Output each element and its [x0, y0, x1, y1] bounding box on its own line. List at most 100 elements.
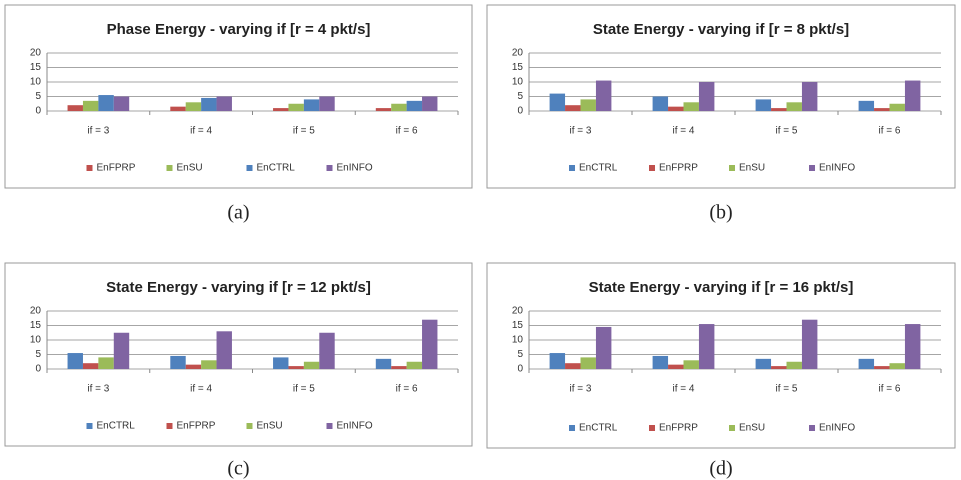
legend-swatch — [326, 423, 333, 429]
bar — [422, 319, 438, 369]
legend-label: EnFPRP — [177, 421, 216, 432]
y-tick-label: 5 — [517, 349, 523, 360]
legend-swatch — [326, 165, 333, 171]
legend-label: EnSU — [177, 163, 203, 174]
legend-label: EnCTRL — [579, 423, 618, 434]
bar — [771, 366, 787, 369]
bar — [786, 361, 802, 369]
legend-label: EnFPRP — [97, 163, 136, 174]
bar — [98, 357, 114, 369]
bar — [82, 363, 99, 369]
bar — [201, 360, 217, 369]
bar — [201, 97, 217, 111]
legend-swatch — [86, 165, 93, 171]
x-tick-label: if = 3 — [87, 384, 109, 395]
bar — [113, 332, 130, 369]
y-tick-label: 10 — [512, 77, 524, 88]
bar — [565, 363, 581, 369]
bar — [82, 100, 99, 111]
legend-swatch — [569, 165, 575, 171]
bar — [375, 108, 392, 111]
legend-swatch — [809, 425, 815, 431]
bar — [755, 99, 772, 111]
legend-swatch — [729, 425, 735, 431]
y-tick-label: 5 — [517, 91, 523, 102]
bar — [288, 366, 304, 369]
bar — [303, 361, 320, 369]
x-tick-label: if = 3 — [570, 384, 592, 395]
legend-label: EnINFO — [819, 163, 855, 174]
y-tick-label: 20 — [30, 306, 42, 317]
legend-swatch — [246, 165, 253, 171]
bar — [858, 358, 875, 369]
legend-label: EnFPRP — [659, 163, 698, 174]
caption: (d) — [709, 458, 732, 480]
bar — [422, 96, 438, 111]
legend-label: EnINFO — [337, 421, 373, 432]
bar — [874, 108, 890, 111]
bar — [549, 353, 566, 369]
chart-title: State Energy - varying if [r = 12 pkt/s] — [106, 279, 371, 296]
bar — [668, 364, 684, 369]
bar — [595, 326, 612, 369]
x-tick-label: if = 6 — [879, 384, 901, 395]
caption: (b) — [709, 202, 732, 224]
bar — [170, 355, 186, 369]
bar — [170, 106, 186, 111]
legend-label: EnCTRL — [579, 163, 618, 174]
bar — [652, 96, 669, 111]
bar — [113, 96, 130, 111]
bar — [801, 82, 818, 111]
bar — [858, 100, 875, 111]
x-tick-label: if = 4 — [673, 384, 695, 395]
bar — [889, 363, 905, 369]
y-tick-label: 0 — [35, 364, 41, 375]
y-tick-label: 0 — [517, 364, 523, 375]
bar — [580, 99, 596, 111]
chart-title: State Energy - varying if [r = 8 pkt/s] — [593, 21, 849, 38]
bar — [216, 331, 232, 369]
bar — [595, 80, 612, 111]
legend-label: EnSU — [257, 421, 283, 432]
legend-label: EnCTRL — [257, 163, 296, 174]
bar — [771, 108, 787, 111]
bar — [273, 108, 289, 111]
legend-label: EnCTRL — [97, 421, 136, 432]
x-tick-label: if = 5 — [293, 384, 315, 395]
bar — [698, 324, 715, 369]
bar — [185, 102, 202, 111]
legend-swatch — [809, 165, 815, 171]
legend-swatch — [649, 165, 655, 171]
legend-label: EnFPRP — [659, 423, 698, 434]
y-tick-label: 0 — [517, 106, 523, 117]
x-tick-label: if = 5 — [776, 384, 798, 395]
bar — [303, 99, 320, 111]
legend-swatch — [569, 425, 575, 431]
x-tick-label: if = 3 — [570, 126, 592, 137]
bar — [549, 93, 566, 111]
bar — [565, 105, 581, 111]
x-tick-label: if = 6 — [879, 126, 901, 137]
bar — [406, 361, 423, 369]
legend-swatch — [649, 425, 655, 431]
bar — [683, 102, 699, 111]
bar — [801, 319, 818, 369]
bar — [683, 360, 699, 369]
bar — [889, 103, 905, 111]
y-tick-label: 15 — [30, 62, 42, 73]
bar — [375, 358, 392, 369]
bar — [874, 366, 890, 369]
y-tick-label: 10 — [30, 335, 42, 346]
bar — [755, 358, 772, 369]
bar — [698, 82, 715, 111]
bar — [391, 103, 407, 111]
y-tick-label: 0 — [35, 106, 41, 117]
bar — [273, 357, 289, 369]
legend-label: EnSU — [739, 163, 765, 174]
y-tick-label: 15 — [512, 320, 524, 331]
y-tick-label: 20 — [512, 48, 524, 59]
bar — [668, 106, 684, 111]
bar — [319, 332, 335, 369]
y-tick-label: 20 — [512, 306, 524, 317]
